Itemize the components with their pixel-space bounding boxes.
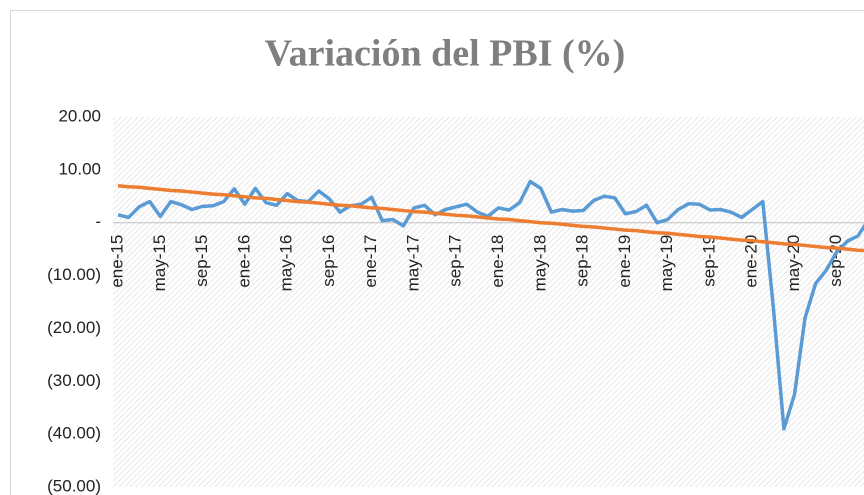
x-tick-label: sep-19	[699, 235, 718, 287]
y-tick-label: (30.00)	[47, 371, 101, 390]
y-tick-label: (10.00)	[47, 265, 101, 284]
x-tick-label: may-17	[403, 235, 422, 292]
plot-area	[113, 117, 864, 487]
x-tick-label: may-19	[657, 235, 676, 292]
chart-title: Variación del PBI (%)	[265, 33, 626, 75]
series-line	[117, 183, 864, 253]
x-tick-label: may-15	[150, 235, 169, 292]
x-tick-label: sep-16	[319, 235, 338, 287]
y-tick-label: -	[95, 212, 101, 231]
x-tick-label: sep-17	[446, 235, 465, 287]
x-tick-label: ene-16	[234, 235, 253, 288]
y-tick-label: (40.00)	[47, 424, 101, 443]
y-tick-label: (20.00)	[47, 318, 101, 337]
x-tick-label: may-20	[784, 235, 803, 292]
series-line	[117, 179, 864, 431]
x-tick-label: ene-15	[107, 235, 126, 288]
x-tick-label: sep-20	[826, 235, 845, 287]
y-tick-label: 20.00	[58, 106, 101, 125]
x-tick-label: sep-15	[192, 235, 211, 287]
x-tick-label: ene-18	[488, 235, 507, 288]
x-tick-label: may-18	[530, 235, 549, 292]
x-tick-label: may-16	[277, 235, 296, 292]
x-tick-label: sep-18	[573, 235, 592, 287]
plot	[117, 179, 864, 431]
x-tick-label: ene-19	[615, 235, 634, 288]
x-tick-label: ene-20	[742, 235, 761, 288]
y-tick-label: 10.00	[58, 159, 101, 178]
y-tick-label: (50.00)	[47, 476, 101, 495]
x-tick-label: ene-17	[361, 235, 380, 288]
